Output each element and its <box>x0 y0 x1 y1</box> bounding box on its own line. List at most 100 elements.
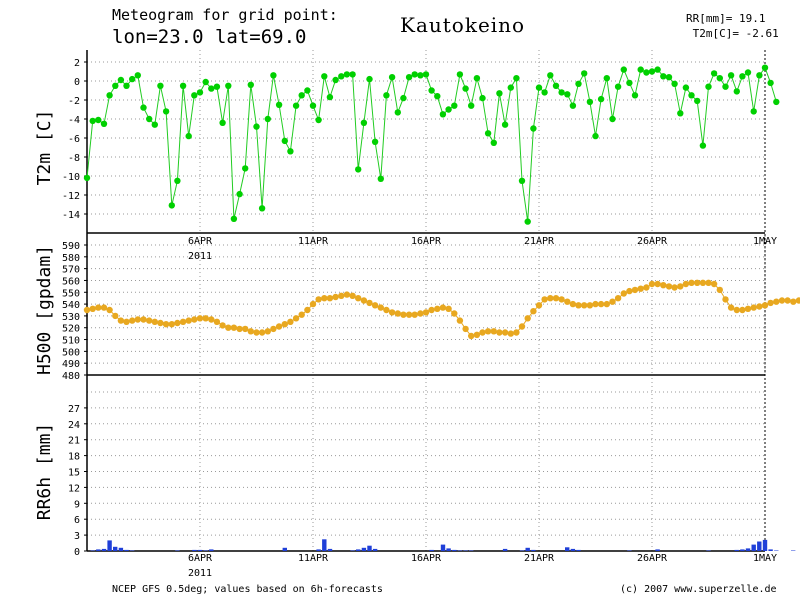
h500-point <box>242 325 249 333</box>
h500-point <box>688 279 695 286</box>
t2m-point <box>151 121 158 128</box>
t2m-point <box>648 68 656 75</box>
x-date-label: 21APR <box>524 236 555 247</box>
h500-point <box>609 298 616 305</box>
h500-point <box>558 296 565 303</box>
x-date-label: 16APR <box>411 236 442 247</box>
y-tick-label: 9 <box>74 499 80 510</box>
t2m-point <box>202 78 209 86</box>
t2m-point <box>575 80 582 88</box>
h500-point <box>168 321 175 328</box>
t2m-point <box>106 92 113 99</box>
t2m-point <box>168 202 175 209</box>
h500-point <box>682 280 690 288</box>
x-date-label: 21APR <box>524 553 555 564</box>
t2m-point <box>366 75 373 83</box>
t2m-point <box>699 142 707 149</box>
y-tick-label: 24 <box>68 420 80 431</box>
x-year-label: 2011 <box>188 251 212 262</box>
rr6h-bar <box>762 539 768 551</box>
h500-point <box>146 317 153 324</box>
h500-point <box>292 315 300 322</box>
h500-point <box>660 282 667 289</box>
t2m-point <box>349 71 356 78</box>
rr6h-bar <box>519 550 525 551</box>
h500-point <box>371 302 379 309</box>
t2m-point <box>620 66 627 73</box>
t2m-point <box>592 132 599 140</box>
t2m-point <box>134 72 141 79</box>
rr6h-bar <box>118 547 124 551</box>
t2m-point <box>750 108 757 115</box>
h500-point <box>739 306 746 314</box>
y-tick-label: 15 <box>68 468 80 479</box>
t2m-point <box>507 84 514 91</box>
h500-point <box>654 280 661 288</box>
t2m-point <box>292 102 300 109</box>
h500-point <box>496 329 503 336</box>
h500-point <box>264 328 271 335</box>
t2m-point <box>603 75 610 82</box>
rr6h-bar <box>113 546 118 551</box>
h500-point <box>648 280 656 288</box>
rr6h-bar <box>463 550 468 551</box>
t2m-point <box>733 88 740 95</box>
y-tick-label: 520 <box>62 324 80 335</box>
rr6h-bar <box>209 549 214 551</box>
t2m-point <box>524 218 531 225</box>
rr6h-bar <box>706 550 711 551</box>
t2m-point <box>242 165 249 172</box>
h500-point <box>710 280 718 288</box>
h500-point <box>468 332 475 340</box>
rr6h-bar <box>745 548 751 551</box>
h500-point <box>394 310 401 317</box>
h500-point <box>597 300 605 308</box>
t2m-point <box>196 89 204 96</box>
h500-point <box>151 318 158 325</box>
h500-point <box>473 331 481 338</box>
rr6h-series <box>90 539 796 551</box>
h500-point <box>643 284 650 291</box>
x-date-label: 1MAY <box>753 236 777 247</box>
h500-point <box>677 283 684 290</box>
t2m-point <box>767 79 774 87</box>
t2m-point <box>191 92 198 99</box>
h500-point <box>321 295 328 302</box>
h500-point <box>620 290 627 297</box>
t2m-point <box>434 93 441 100</box>
t2m-point <box>298 92 305 99</box>
t2m-point <box>614 83 622 90</box>
h500-point <box>185 317 192 324</box>
data-source-note: NCEP GFS 0.5deg; values based on 6h-fore… <box>112 584 383 595</box>
rr6h-bar <box>570 548 576 551</box>
t2m-point <box>208 85 215 92</box>
rr6h-bar <box>101 548 107 551</box>
x-date-label: 11APR <box>298 236 329 247</box>
h500-point <box>106 306 113 314</box>
rr6h-bar <box>791 550 796 551</box>
t2m-point <box>490 139 497 146</box>
h500-point <box>462 325 469 333</box>
rr6h-bar <box>565 547 570 551</box>
t2m-point <box>547 72 554 79</box>
h500-point <box>501 329 509 336</box>
h500-point <box>332 293 339 301</box>
chart-labels: 2 0 -2 -4 -6 -8 -10 -12 -14 T2m [C] 48049050051052… <box>34 58 777 579</box>
h500-point <box>614 295 622 302</box>
t2m-point <box>541 89 548 96</box>
t2m-point <box>479 94 486 102</box>
t2m-point <box>377 175 384 182</box>
h500-point <box>479 329 486 336</box>
y-tick-label: 3 <box>74 531 80 542</box>
h500-point <box>586 302 594 309</box>
h500-point <box>225 324 232 331</box>
t2m-point <box>338 73 345 80</box>
rr6h-bar <box>446 548 451 551</box>
h500-point <box>360 297 368 304</box>
rr6h-bar <box>751 544 756 551</box>
rr6h-bar <box>203 550 208 551</box>
h500-point <box>298 311 305 318</box>
h500-point <box>756 303 763 310</box>
y-tick-label: -14 <box>62 210 80 221</box>
t2m-point <box>117 76 125 84</box>
